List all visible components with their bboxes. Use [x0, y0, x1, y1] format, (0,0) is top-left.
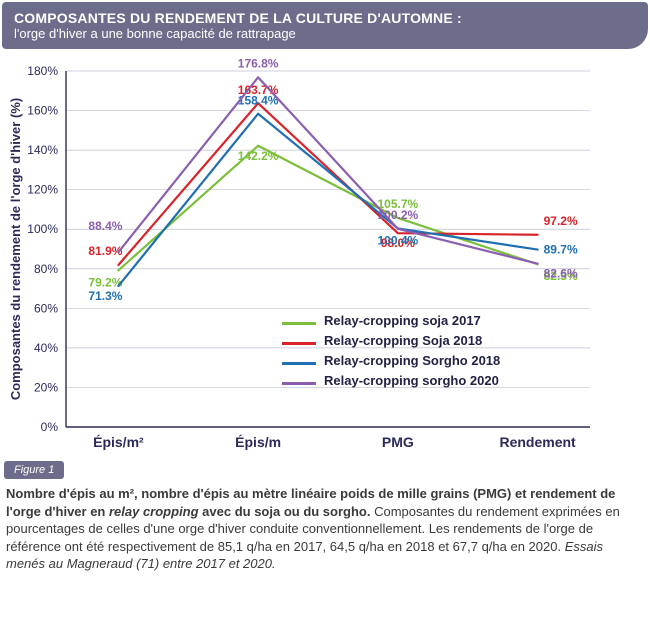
svg-text:20%: 20% — [34, 380, 58, 394]
svg-text:176.8%: 176.8% — [238, 57, 279, 70]
svg-text:100.2%: 100.2% — [378, 208, 419, 222]
svg-text:142.2%: 142.2% — [238, 149, 279, 163]
svg-text:100.4%: 100.4% — [378, 233, 419, 247]
header-title: COMPOSANTES DU RENDEMENT DE LA CULTURE D… — [14, 10, 636, 26]
svg-text:180%: 180% — [27, 64, 58, 78]
svg-text:Épis/m: Épis/m — [235, 434, 281, 450]
svg-text:Rendement: Rendement — [499, 434, 576, 450]
svg-text:Composantes du rendement de l: Composantes du rendement de l'orge d'hiv… — [8, 98, 23, 400]
svg-text:80%: 80% — [34, 262, 58, 276]
figure-badge: Figure 1 — [4, 461, 64, 479]
svg-text:79.2%: 79.2% — [88, 275, 122, 289]
svg-text:81.9%: 81.9% — [88, 244, 122, 258]
svg-text:Relay-cropping Sorgho 2018: Relay-cropping Sorgho 2018 — [324, 353, 500, 368]
caption-bold-ital: relay cropping — [109, 504, 199, 519]
svg-text:40%: 40% — [34, 341, 58, 355]
svg-text:100%: 100% — [27, 222, 58, 236]
svg-text:PMG: PMG — [382, 434, 414, 450]
chart-svg: 0% 20% 40% 60% 80% 100% 120% 140% 160% 180% Épis/m… — [2, 57, 648, 457]
svg-text:Épis/m²: Épis/m² — [93, 434, 144, 450]
svg-text:88.4%: 88.4% — [88, 219, 122, 233]
svg-text:120%: 120% — [27, 183, 58, 197]
svg-text:Relay-cropping Soja 2018: Relay-cropping Soja 2018 — [324, 333, 482, 348]
chart-header: COMPOSANTES DU RENDEMENT DE LA CULTURE D… — [2, 2, 648, 49]
svg-text:160%: 160% — [27, 104, 58, 118]
svg-text:0%: 0% — [41, 420, 59, 434]
svg-text:60%: 60% — [34, 301, 58, 315]
svg-text:71.3%: 71.3% — [88, 289, 122, 303]
svg-text:140%: 140% — [27, 143, 58, 157]
svg-text:Relay-cropping soja 2017: Relay-cropping soja 2017 — [324, 313, 481, 328]
svg-text:82.6%: 82.6% — [544, 267, 578, 281]
svg-text:Relay-cropping sorgho 2020: Relay-cropping sorgho 2020 — [324, 373, 499, 388]
svg-text:97.2%: 97.2% — [544, 214, 578, 228]
caption-text: Nombre d'épis au m², nombre d'épis au mè… — [0, 485, 650, 579]
caption-bold-2: avec du soja ou du sorgho. — [199, 504, 371, 519]
line-chart: 0% 20% 40% 60% 80% 100% 120% 140% 160% 180% Épis/m… — [2, 57, 648, 457]
svg-text:89.7%: 89.7% — [544, 243, 578, 257]
header-subtitle: l'orge d'hiver a une bonne capacité de r… — [14, 26, 636, 41]
